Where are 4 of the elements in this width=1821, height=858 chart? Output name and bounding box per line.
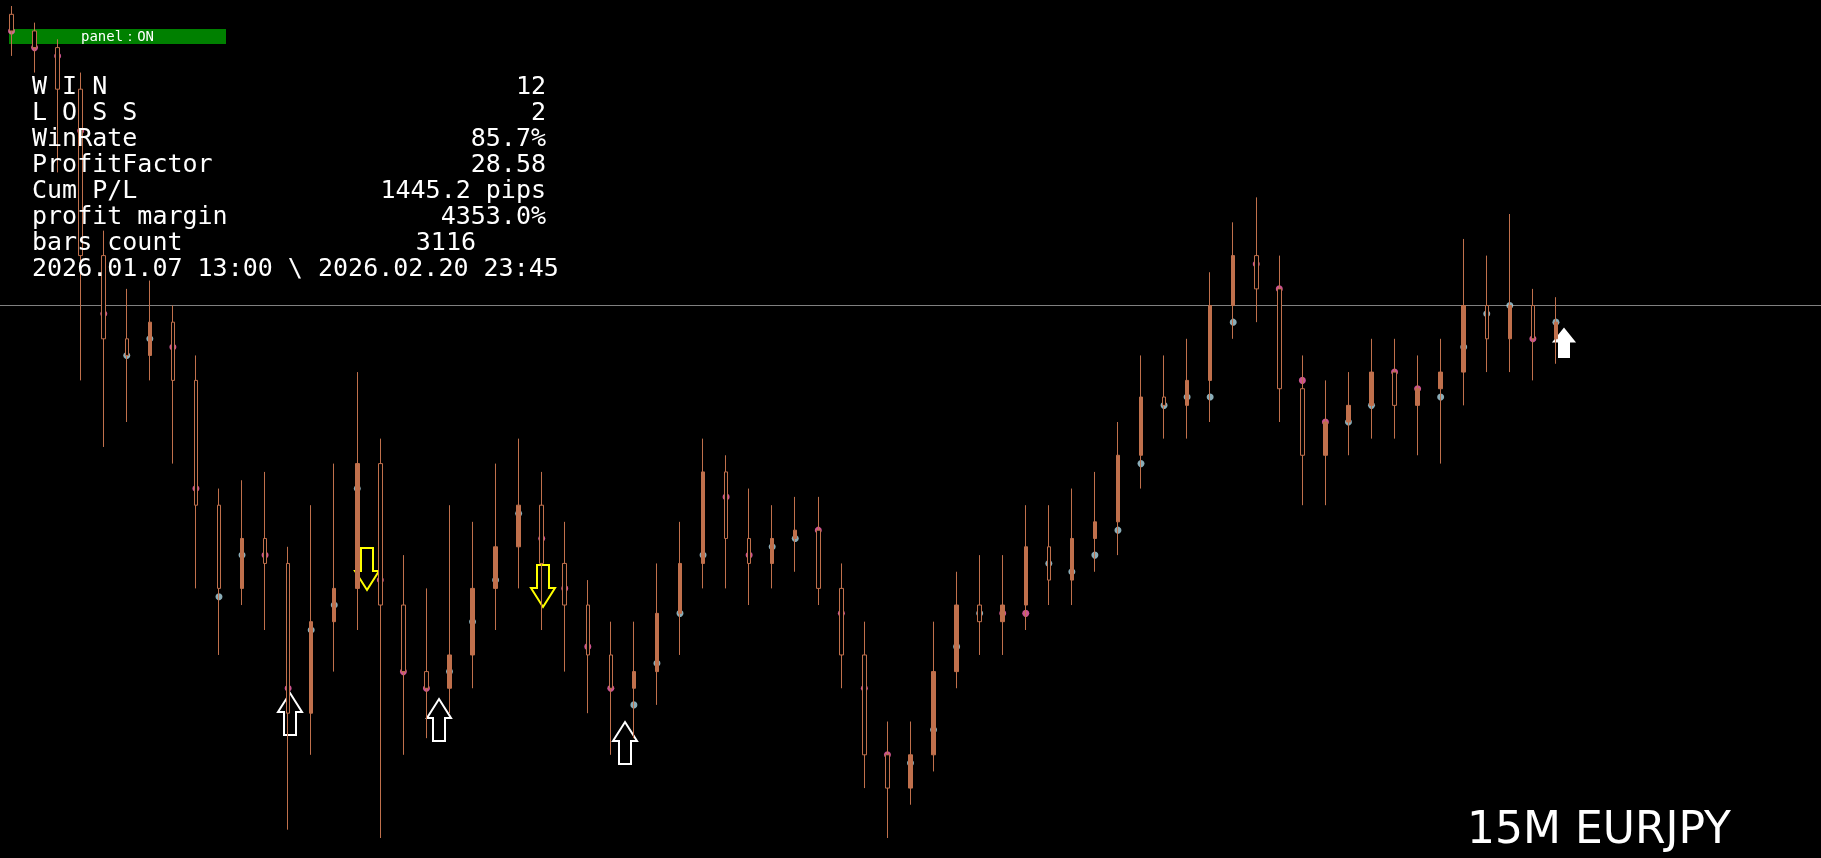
panel-badge: panel：ON — [9, 29, 226, 44]
annotation: Cum P/L — [32, 174, 138, 204]
annotation: 3116 — [415, 226, 476, 256]
text: 15M EURJPY — [1467, 801, 1732, 853]
